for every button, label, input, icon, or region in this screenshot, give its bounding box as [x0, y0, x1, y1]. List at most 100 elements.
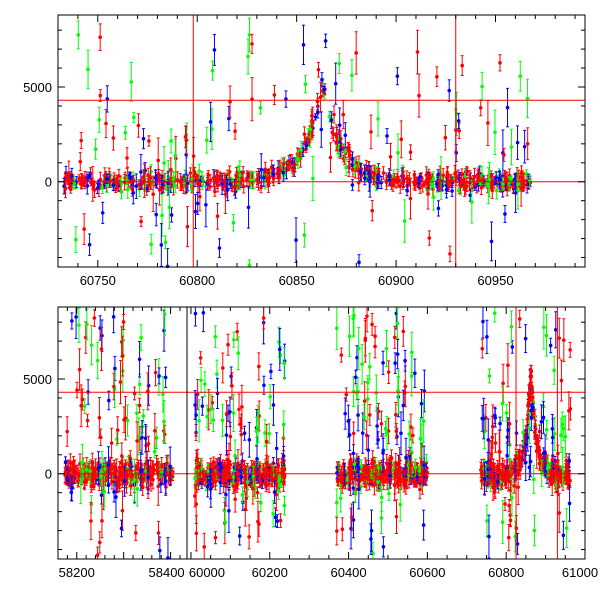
data-point	[106, 483, 111, 488]
data-point	[77, 367, 82, 372]
data-point	[155, 461, 160, 465]
data-point	[82, 480, 87, 484]
data-point	[412, 172, 417, 177]
data-point	[259, 185, 263, 190]
data-point	[247, 33, 252, 37]
data-point	[141, 136, 146, 141]
top-x-tick-label: 60800	[179, 273, 215, 288]
data-point	[344, 165, 348, 170]
data-point	[134, 184, 139, 189]
data-point	[165, 264, 170, 269]
data-point	[139, 219, 143, 224]
data-point	[70, 174, 74, 178]
data-point	[458, 183, 463, 188]
data-point	[457, 128, 461, 133]
data-point	[291, 167, 295, 172]
data-point	[376, 117, 380, 121]
data-point	[109, 441, 114, 445]
data-point	[104, 121, 108, 126]
data-point	[153, 428, 157, 433]
data-point	[149, 482, 153, 487]
data-point	[111, 136, 116, 140]
data-point	[139, 335, 143, 340]
data-point	[299, 148, 303, 152]
data-point	[381, 171, 386, 175]
data-point	[223, 192, 228, 196]
data-point	[67, 172, 71, 177]
data-point	[159, 243, 164, 247]
data-point	[123, 131, 128, 135]
data-point	[137, 434, 141, 439]
data-point	[503, 175, 508, 179]
data-point	[296, 157, 300, 162]
data-point	[175, 178, 180, 182]
data-point	[227, 170, 232, 174]
data-point	[436, 172, 440, 177]
data-point	[493, 130, 497, 135]
data-point	[157, 374, 161, 378]
data-point	[343, 133, 348, 138]
data-point	[460, 63, 465, 68]
data-point	[316, 110, 320, 114]
data-point	[196, 181, 200, 186]
data-point	[285, 163, 290, 168]
data-point	[87, 242, 92, 247]
data-point	[133, 531, 138, 535]
data-point	[231, 220, 236, 225]
data-point	[444, 187, 449, 192]
data-point	[171, 178, 176, 182]
data-point	[387, 178, 392, 182]
data-point	[63, 186, 68, 191]
data-point	[167, 205, 172, 210]
data-point	[148, 176, 153, 180]
data-point	[97, 540, 102, 545]
data-point	[82, 404, 87, 408]
data-point	[63, 460, 68, 465]
data-point	[376, 170, 381, 175]
data-point	[225, 188, 230, 192]
data-point	[125, 187, 130, 192]
data-point	[77, 323, 81, 327]
data-point	[339, 147, 343, 152]
data-point	[96, 181, 101, 186]
data-point	[162, 328, 166, 333]
data-point	[233, 129, 237, 134]
data-point	[354, 51, 358, 55]
data-point	[212, 48, 217, 52]
data-point	[234, 174, 239, 179]
data-point	[96, 466, 101, 470]
data-point	[370, 208, 375, 213]
data-point	[125, 474, 130, 478]
data-point	[132, 478, 137, 482]
data-point	[470, 200, 474, 204]
data-point	[95, 553, 100, 558]
data-point	[143, 436, 148, 441]
data-point	[306, 137, 310, 141]
data-point	[258, 105, 263, 110]
data-point	[335, 140, 340, 144]
data-point	[97, 415, 102, 420]
data-point	[95, 186, 100, 191]
data-point	[83, 177, 88, 182]
data-point	[405, 188, 409, 193]
data-point	[228, 99, 232, 104]
data-point	[402, 219, 407, 223]
data-point	[303, 82, 308, 86]
data-point	[160, 182, 164, 187]
data-point	[93, 147, 98, 152]
data-point	[88, 469, 92, 473]
data-point	[515, 140, 520, 145]
data-point	[353, 164, 357, 168]
data-point	[133, 469, 137, 473]
data-point	[70, 467, 75, 472]
data-point	[445, 174, 450, 178]
data-point	[154, 212, 159, 217]
data-point	[271, 172, 276, 176]
data-point	[479, 186, 484, 190]
data-point	[127, 173, 132, 177]
data-point	[85, 184, 90, 188]
data-point	[111, 314, 116, 319]
data-point	[149, 169, 153, 174]
data-point	[118, 380, 123, 384]
data-point	[505, 105, 510, 110]
